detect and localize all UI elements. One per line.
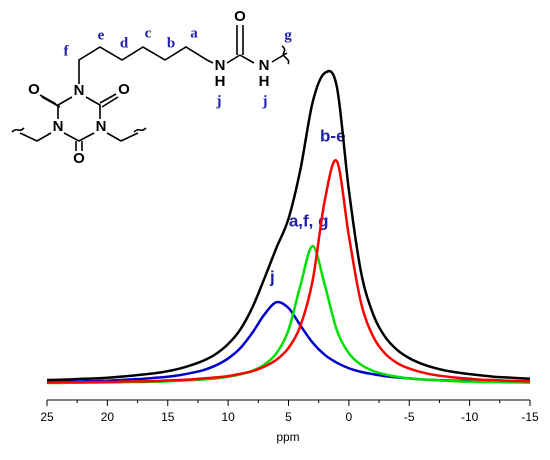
bond	[281, 45, 290, 65]
position-label: d	[120, 35, 129, 51]
x-tick-label: -15	[521, 410, 539, 424]
x-tick-label: 20	[101, 410, 115, 424]
position-label: b	[167, 35, 175, 51]
bond	[226, 54, 255, 64]
atom-label: N	[259, 57, 270, 74]
bond	[19, 132, 139, 142]
peak-label: a,f, g	[289, 212, 329, 231]
position-label: j	[262, 93, 268, 109]
series-line	[46, 244, 531, 385]
atom-label: N	[215, 57, 226, 74]
atom-label: N	[74, 82, 85, 99]
peak-label: b-e	[320, 127, 346, 146]
position-label: e	[98, 27, 105, 43]
x-tick-label: 10	[221, 410, 235, 424]
x-tick-label: 5	[285, 410, 292, 424]
atom-label: N	[53, 118, 64, 135]
position-label: g	[284, 27, 292, 43]
position-label: c	[145, 25, 152, 41]
position-label: a	[190, 25, 198, 41]
atom-label: O	[118, 81, 130, 98]
x-tick-label: 25	[40, 410, 54, 424]
x-tick-label: 15	[161, 410, 175, 424]
peak-label: j	[269, 268, 275, 287]
bond	[78, 46, 214, 84]
x-tick-label: 0	[346, 410, 353, 424]
atom-label: O	[28, 81, 40, 98]
atom-label: H	[259, 73, 270, 90]
atom-label: O	[234, 8, 246, 25]
position-label: j	[216, 93, 222, 109]
atom-label: H	[215, 73, 226, 90]
bond	[271, 52, 288, 63]
series-line	[46, 300, 531, 384]
bond	[39, 93, 119, 151]
atom-label: O	[73, 150, 85, 167]
x-axis-label: ppm	[276, 430, 299, 444]
bond	[57, 96, 101, 142]
position-label: f	[64, 43, 70, 59]
x-tick-label: -10	[461, 410, 479, 424]
structure: N N N O O O N H O N H f e d c b a g j j	[11, 8, 292, 167]
bond	[11, 127, 147, 133]
bond	[236, 25, 244, 55]
x-tick-label: -5	[404, 410, 415, 424]
atom-label: N	[96, 118, 107, 135]
series-line	[46, 159, 531, 384]
series-line	[46, 69, 531, 382]
